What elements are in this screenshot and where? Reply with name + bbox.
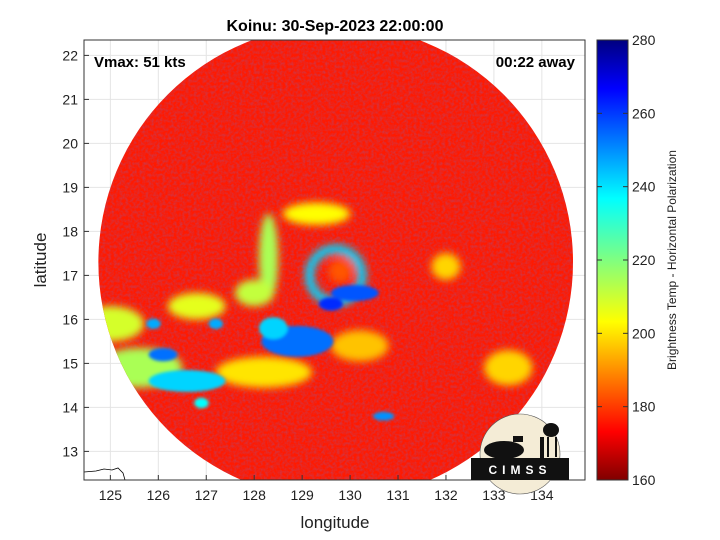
x-tick-label: 131: [386, 487, 410, 503]
rain-band: [98, 306, 144, 342]
convective-cell: [330, 285, 379, 301]
cimss-logo: CIMSS: [471, 413, 569, 495]
x-axis-label: longitude: [300, 513, 369, 532]
colorbar-tick-label: 160: [632, 472, 656, 488]
y-tick-label: 16: [62, 311, 78, 327]
intense-cores: [146, 285, 395, 421]
colorbar-tick-label: 240: [632, 179, 656, 195]
y-tick-label: 13: [62, 443, 78, 459]
colorbar-tick-label: 200: [632, 325, 656, 341]
convective-cell: [146, 318, 161, 330]
convective-cell: [208, 318, 224, 330]
convective-cell: [318, 297, 343, 311]
y-axis-ticks: 13 14 15 16 17 18 19 20 21 22: [62, 47, 89, 459]
y-tick-label: 19: [62, 179, 78, 195]
x-tick-label: 128: [243, 487, 267, 503]
x-tick-label: 133: [482, 487, 506, 503]
convective-cell: [373, 411, 395, 421]
plot-area: 125 126 127 128 129 130 131 132 133 134 131415161…: [62, 39, 586, 503]
convective-cell: [148, 348, 178, 362]
brightness-temp-swath: [98, 40, 574, 480]
y-tick-label: 21: [62, 91, 78, 107]
coastline: [84, 467, 126, 480]
rain-band: [484, 350, 533, 386]
convective-cell: [258, 317, 288, 340]
x-axis-ticks: 125 126 127 128 129 130 131 132 133 134: [99, 475, 554, 503]
y-tick-label: 18: [62, 223, 78, 239]
colorbar-tick-label: 220: [632, 252, 656, 268]
chart-title: Koinu: 30-Sep-2023 22:00:00: [227, 18, 444, 35]
rain-band: [258, 213, 279, 302]
swath-texture: [98, 40, 574, 480]
convective-cell: [148, 370, 226, 392]
colorbar-tick-label: 280: [632, 32, 656, 48]
time-away-annotation: 00:22 away: [496, 54, 576, 71]
rain-band: [167, 293, 226, 320]
storm-eye: [328, 259, 353, 283]
convective-cell: [194, 397, 209, 409]
y-tick-label: 22: [62, 47, 78, 63]
rain-band: [330, 330, 389, 362]
colorbar-label: Brightness Temp - Horizontal Polarizatio…: [665, 150, 679, 370]
colorbar-ticks: 160 180 200 220 240 260 280: [597, 32, 656, 488]
colorbar-tick-label: 180: [632, 399, 656, 415]
y-axis-label: latitude: [31, 233, 50, 288]
vmax-annotation: Vmax: 51 kts: [94, 54, 186, 71]
tower-icon: [540, 437, 544, 459]
rain-band: [431, 253, 461, 280]
y-tick-label: 17: [62, 267, 78, 283]
colorbar: 160 180 200 220 240 260 280 Brightness Temp - …: [596, 32, 679, 488]
x-tick-label: 129: [290, 487, 314, 503]
rain-band: [235, 279, 274, 307]
x-tick-label: 127: [195, 487, 219, 503]
y-tick-label: 14: [62, 399, 78, 415]
x-tick-label: 130: [338, 487, 362, 503]
rain-band: [215, 356, 312, 388]
x-tick-label: 132: [434, 487, 458, 503]
x-tick-label: 125: [99, 487, 123, 503]
x-tick-label: 126: [147, 487, 171, 503]
y-tick-label: 20: [62, 135, 78, 151]
y-tick-label: 15: [62, 355, 78, 371]
colorbar-tick-label: 260: [632, 105, 656, 121]
logo-text: CIMSS: [488, 463, 551, 477]
satellite-dish-icon: [484, 441, 524, 459]
rain-band: [282, 202, 351, 225]
x-tick-label: 134: [530, 487, 554, 503]
